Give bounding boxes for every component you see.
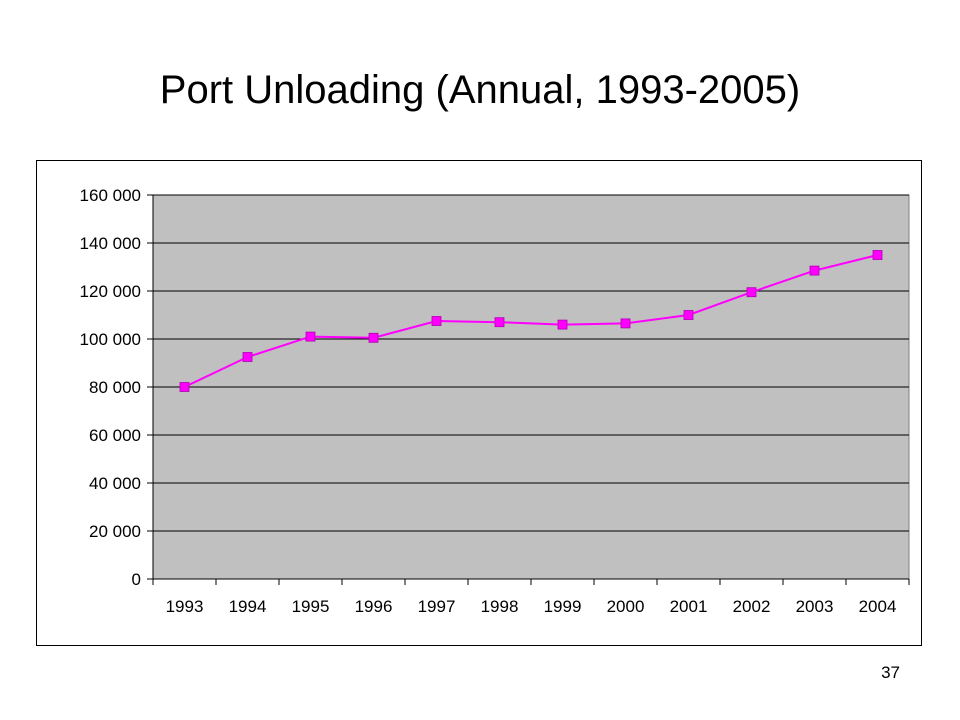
y-tick-label: 0 bbox=[132, 570, 141, 589]
gridlines bbox=[153, 194, 909, 532]
x-tick-label: 1999 bbox=[544, 597, 582, 616]
data-point-marker bbox=[620, 318, 631, 329]
y-tick-label: 40 000 bbox=[89, 474, 141, 493]
y-tick-label: 120 000 bbox=[80, 282, 141, 301]
data-point-marker bbox=[368, 332, 379, 343]
data-point-marker bbox=[872, 250, 883, 260]
x-tick-label: 1996 bbox=[355, 597, 393, 616]
y-tick-label: 140 000 bbox=[80, 234, 141, 253]
chart-frame: 0 20 000 40 000 60 000 80 000 100 000 120 000 1… bbox=[36, 160, 922, 646]
data-point-marker bbox=[683, 310, 694, 320]
data-point-marker bbox=[494, 317, 505, 328]
x-axis: 1993 1994 1995 1996 1997 1998 1999 2000 2001 2002… bbox=[152, 578, 910, 616]
series-group bbox=[179, 250, 883, 392]
data-point-marker bbox=[809, 265, 820, 276]
line-chart: 0 20 000 40 000 60 000 80 000 100 000 120 000 1… bbox=[80, 186, 910, 616]
data-point-marker bbox=[242, 352, 253, 362]
page-number: 37 bbox=[881, 663, 900, 682]
y-tick-label: 160 000 bbox=[80, 186, 141, 205]
slide-title: Port Unloading (Annual, 1993-2005) bbox=[159, 68, 801, 112]
x-tick-label: 1995 bbox=[292, 597, 330, 616]
data-point-marker bbox=[746, 287, 757, 298]
y-tick-label: 20 000 bbox=[89, 522, 141, 541]
x-tick-label: 1993 bbox=[166, 597, 204, 616]
x-tick-label: 2002 bbox=[733, 597, 771, 616]
x-tick-label: 1997 bbox=[418, 597, 456, 616]
x-tick-label: 1994 bbox=[229, 597, 267, 616]
x-tick-label: 2001 bbox=[670, 597, 708, 616]
x-tick-label: 2003 bbox=[796, 597, 834, 616]
y-tick-label: 100 000 bbox=[80, 330, 141, 349]
data-point-marker bbox=[557, 319, 568, 330]
data-point-marker bbox=[431, 316, 442, 326]
y-tick-label: 80 000 bbox=[89, 378, 141, 397]
data-point-marker bbox=[305, 331, 316, 342]
y-axis: 0 20 000 40 000 60 000 80 000 100 000 120 000 1… bbox=[80, 186, 154, 589]
data-point-marker bbox=[179, 382, 190, 392]
series-line bbox=[184, 254, 878, 388]
x-tick-label: 2000 bbox=[607, 597, 645, 616]
y-tick-label: 60 000 bbox=[89, 426, 141, 445]
x-tick-label: 2004 bbox=[859, 597, 897, 616]
x-tick-label: 1998 bbox=[481, 597, 519, 616]
